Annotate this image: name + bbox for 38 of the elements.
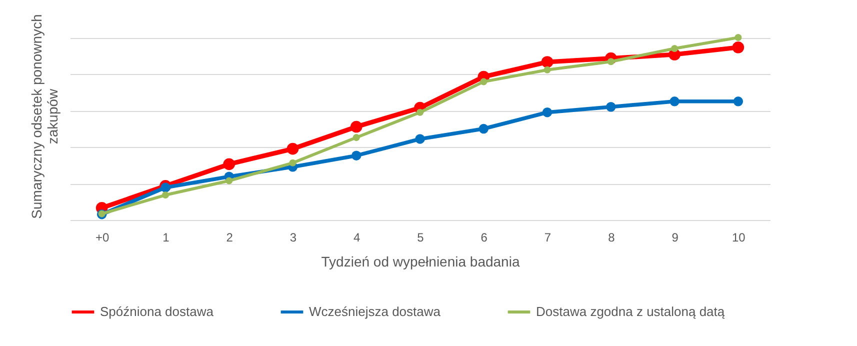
point: [162, 191, 169, 199]
point: [226, 177, 233, 184]
point: [734, 34, 742, 42]
legend-label: Wcześniejsza dostawa: [309, 304, 442, 319]
point: [286, 142, 299, 155]
point: [160, 182, 170, 192]
x-tick-label: 3: [290, 230, 297, 244]
x-tick-label: 4: [354, 230, 361, 244]
point: [478, 124, 489, 134]
point: [542, 107, 552, 118]
point: [544, 66, 551, 74]
point: [733, 96, 744, 106]
legend-label: Spóźniona dostawa: [100, 304, 214, 319]
point: [606, 102, 616, 112]
x-tick-label: +0: [95, 230, 110, 244]
x-tick-label: 9: [672, 230, 679, 244]
point: [671, 44, 678, 52]
point: [289, 159, 296, 166]
x-axis-title: Tydzień od wypełnienia badania: [321, 254, 520, 270]
point: [732, 41, 744, 54]
x-tick-label: 7: [544, 230, 552, 244]
point: [351, 150, 362, 160]
point: [223, 158, 236, 170]
x-tick-label: 2: [226, 230, 234, 244]
point: [480, 78, 488, 86]
point: [415, 134, 425, 144]
point: [416, 108, 424, 116]
x-tick-label: 8: [608, 230, 616, 244]
point: [670, 96, 680, 106]
point: [350, 120, 362, 133]
y-axis-title: Sumaryczny odsetek ponownych zakupów: [28, 14, 60, 219]
x-tick-label: 5: [417, 230, 424, 244]
x-tick-label: 6: [480, 230, 488, 244]
x-tick-label: 10: [732, 230, 746, 244]
legend-label: Dostawa zgodna z ustaloną datą: [536, 304, 726, 319]
point: [352, 134, 360, 142]
x-tick-label: 1: [162, 230, 170, 244]
point: [541, 56, 554, 68]
